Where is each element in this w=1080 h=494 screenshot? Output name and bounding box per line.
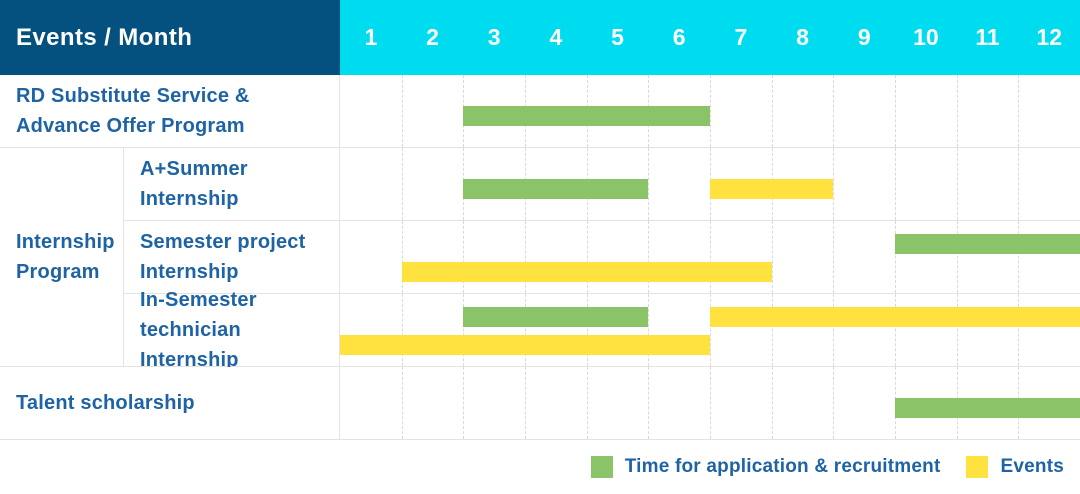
month-gridline: [895, 75, 896, 147]
header-title: Events / Month: [16, 23, 193, 51]
gantt-bar-recruitment: [895, 234, 1080, 254]
month-gridline: [710, 75, 711, 147]
month-header-7: 7: [734, 24, 748, 50]
month-gridline: [895, 148, 896, 220]
row-label: Advance Offer Program: [16, 115, 245, 137]
month-gridline: [648, 367, 650, 439]
row-sublabel: Internship: [140, 261, 239, 283]
month-gridline: [833, 75, 835, 147]
header-events-month-cell: Events / Month: [0, 0, 340, 75]
group-label-cell: Internship Program: [0, 148, 124, 367]
row-chart-area: [340, 75, 1080, 148]
month-gridline: [586, 221, 588, 293]
month-gridline: [956, 148, 958, 220]
month-header-5: 5: [611, 24, 624, 50]
group-label: Internship: [16, 231, 115, 253]
row-chart-area: [340, 221, 1080, 294]
month-gridline: [833, 367, 835, 439]
month-gridline: [833, 294, 835, 366]
gantt-bar-event: [401, 262, 772, 282]
legend-label-recruitment: Time for application & recruitment: [624, 456, 941, 477]
month-header-8: 8: [796, 24, 809, 50]
month-gridline: [401, 367, 403, 439]
month-gridline: [710, 367, 711, 439]
month-gridline: [710, 294, 711, 366]
month-gridline: [525, 367, 526, 439]
month-gridline: [956, 75, 958, 147]
month-header-6: 6: [672, 24, 686, 50]
month-gridline: [525, 221, 526, 293]
gantt-bar-recruitment: [895, 398, 1080, 418]
month-gridline: [525, 294, 526, 366]
month-gridline: [895, 221, 896, 293]
gantt-bar-event: [710, 307, 1080, 327]
gantt-bar-recruitment: [463, 106, 710, 126]
month-gridline: [771, 221, 773, 293]
month-gridline: [771, 367, 773, 439]
month-header-9: 9: [857, 24, 871, 50]
month-gridline: [833, 148, 835, 220]
month-gridline: [463, 294, 465, 366]
legend-item-events: Events: [966, 456, 1064, 478]
month-gridline: [648, 294, 650, 366]
group-label: Program: [16, 261, 100, 283]
month-gridline: [956, 221, 958, 293]
legend-label-events: Events: [1000, 456, 1064, 477]
month-gridline: [1018, 294, 1020, 366]
month-header-11: 11: [975, 24, 1000, 50]
row-sublabel: In-Semester: [140, 289, 257, 311]
month-gridline: [648, 148, 650, 220]
month-header-10: 10: [913, 24, 939, 50]
row-sublabel: Semester project: [140, 231, 306, 253]
row-sublabel: technician Internship: [140, 319, 241, 371]
row-label-cell: Talent scholarship: [0, 367, 340, 440]
legend-item-recruitment: Time for application & recruitment: [590, 456, 941, 478]
gantt-bar-event: [710, 179, 834, 199]
legend-swatch-recruitment-icon: [590, 456, 613, 478]
row-label: Talent scholarship: [16, 392, 195, 414]
month-header-4: 4: [549, 24, 563, 50]
legend-swatch-events-icon: [966, 456, 989, 478]
month-gridline: [771, 294, 773, 366]
month-header-3: 3: [487, 24, 501, 50]
month-gridline: [1018, 148, 1020, 220]
row-label-cell: RD Substitute Service & Advance Offer Pro…: [0, 75, 340, 148]
month-header-1: 1: [364, 24, 378, 50]
month-gridline: [1018, 221, 1020, 293]
row-sublabel-cell: A+Summer Internship: [124, 148, 340, 221]
gantt-bar-recruitment: [463, 179, 649, 199]
legend: Time for application & recruitment Event…: [0, 440, 1080, 494]
row-chart-area: [340, 367, 1080, 440]
month-gridline: [401, 221, 403, 293]
month-gridline: [1018, 75, 1020, 147]
row-sublabel: A+Summer: [140, 158, 248, 180]
row-sublabel-cell: In-Semester technician Internship: [124, 289, 340, 371]
rows-layer: RD Substitute Service & Advance Offer Pro…: [0, 75, 1080, 440]
month-header-strip: 1 2 3 4 5 6 7 8 9 10 11 12: [340, 0, 1080, 75]
row-chart-area: [340, 294, 1080, 367]
row-sublabel: Internship: [140, 188, 239, 210]
month-header-12: 12: [1036, 24, 1063, 50]
month-gridline: [956, 294, 958, 366]
month-gridline: [401, 294, 403, 366]
row-label: RD Substitute Service &: [16, 85, 250, 107]
month-gridline: [648, 221, 650, 293]
month-gridline: [401, 75, 403, 147]
month-gridline: [895, 294, 896, 366]
row-sublabel-cell: Semester project Internship: [124, 221, 340, 294]
month-gridline: [463, 221, 465, 293]
month-gridline: [401, 148, 403, 220]
month-gridline: [771, 75, 773, 147]
month-gridline: [710, 221, 711, 293]
month-gridline: [463, 367, 465, 439]
gantt-bar-event: [340, 335, 710, 355]
month-gridline: [586, 367, 588, 439]
gantt-bar-recruitment: [463, 307, 649, 327]
row-chart-area: [340, 148, 1080, 221]
month-gridline: [833, 221, 835, 293]
month-gridline: [586, 294, 588, 366]
month-header-2: 2: [426, 24, 439, 50]
